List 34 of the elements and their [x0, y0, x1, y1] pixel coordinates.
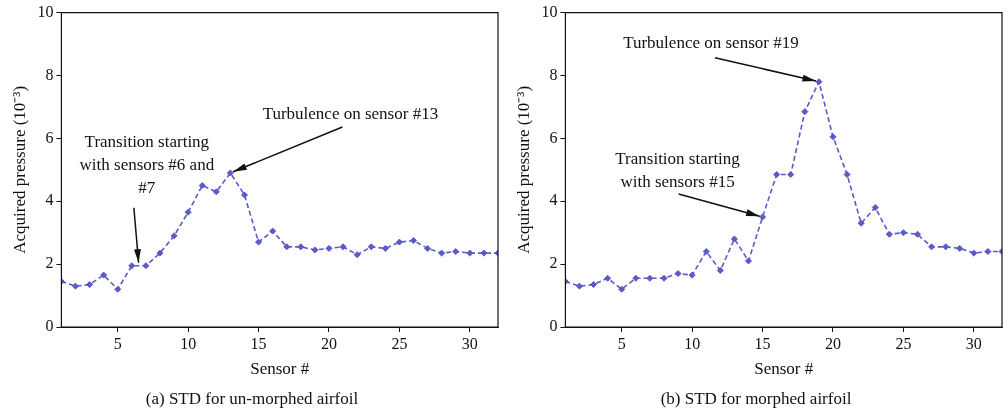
x-tick-label: 15 — [754, 334, 771, 352]
x-tick-label: 25 — [895, 334, 912, 352]
x-tick-label: 5 — [617, 334, 626, 352]
y-tick-label: 10 — [541, 2, 558, 20]
y-tick-label: 4 — [549, 191, 558, 209]
y-tick-label: 0 — [549, 317, 558, 335]
y-tick-label: 6 — [45, 128, 54, 146]
x-axis-title: Sensor # — [250, 358, 310, 378]
y-tick-label: 0 — [45, 317, 54, 335]
x-tick-label: 10 — [684, 334, 701, 352]
x-tick-label: 20 — [320, 334, 337, 352]
annotation: Transition starting with sensors #15 — [615, 148, 741, 191]
y-tick-label: 8 — [549, 65, 558, 83]
x-tick-label: 5 — [113, 334, 122, 352]
y-tick-label: 6 — [549, 128, 558, 146]
y-tick-label: 2 — [45, 254, 54, 272]
annotation: Turbulence on sensor #13 — [262, 104, 439, 124]
annotation: Transition starting with sensors #6 and #7 — [79, 132, 215, 198]
x-tick-label: 25 — [391, 334, 408, 352]
x-tick-label: 20 — [824, 334, 841, 352]
x-tick-label: 30 — [965, 334, 982, 352]
y-axis-title: Acquired pressure (10⁻³) — [9, 85, 29, 254]
x-tick-label: 30 — [461, 334, 478, 352]
x-tick-label: 15 — [250, 334, 267, 352]
y-tick-label: 8 — [45, 65, 54, 83]
text: (b) STD for morphed airfoil — [660, 389, 852, 409]
x-axis-title: Sensor # — [754, 358, 814, 378]
text: (a) STD for un-morphed airfoil — [145, 389, 359, 409]
y-tick-label: 2 — [549, 254, 558, 272]
y-axis-title: Acquired pressure (10⁻³) — [513, 85, 533, 254]
annotation: Turbulence on sensor #19 — [623, 33, 799, 53]
y-tick-label: 10 — [37, 2, 54, 20]
y-tick-label: 4 — [45, 191, 54, 209]
x-tick-label: 10 — [180, 334, 197, 352]
